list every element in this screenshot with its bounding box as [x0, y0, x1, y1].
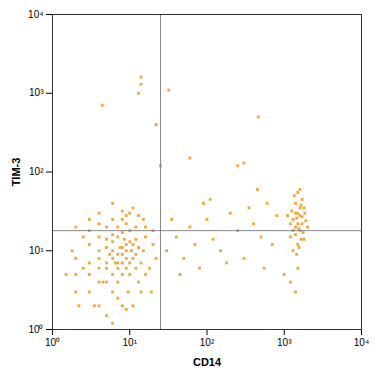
svg-text:10⁰: 10⁰	[28, 324, 43, 335]
svg-text:10¹: 10¹	[29, 245, 44, 256]
svg-text:10²: 10²	[200, 337, 215, 348]
svg-text:CD14: CD14	[193, 356, 222, 368]
svg-text:10⁰: 10⁰	[45, 337, 60, 348]
svg-text:10³: 10³	[277, 337, 292, 348]
svg-text:10⁴: 10⁴	[354, 337, 369, 348]
svg-text:10⁴: 10⁴	[28, 9, 43, 20]
svg-text:10³: 10³	[29, 87, 44, 98]
svg-text:TIM-3: TIM-3	[10, 158, 22, 187]
svg-text:10¹: 10¹	[123, 337, 138, 348]
svg-text:10²: 10²	[29, 166, 44, 177]
